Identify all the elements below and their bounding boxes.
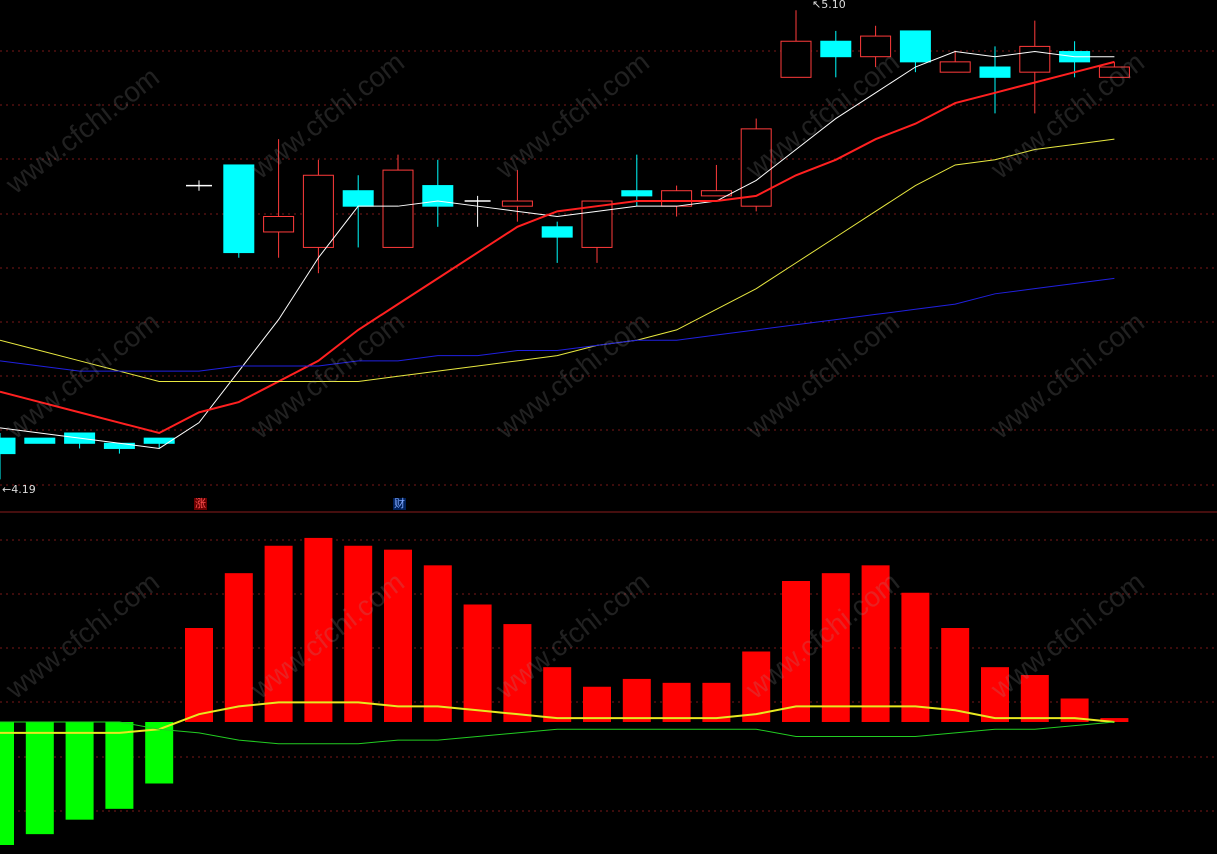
candle-body-10 xyxy=(382,169,414,248)
indicator-bar-16 xyxy=(622,678,651,722)
indicator-bar-28 xyxy=(1100,718,1129,722)
candle-body-17 xyxy=(661,190,693,207)
candle-body-14 xyxy=(541,226,573,238)
candle-body-8 xyxy=(302,174,334,248)
ma-line-1 xyxy=(0,60,1115,435)
indicator-bar-8 xyxy=(304,537,333,722)
high-price-label: ↖5.10 xyxy=(812,0,846,11)
candle-body-9 xyxy=(342,190,374,207)
indicator-line-1 xyxy=(0,721,1115,745)
indicator-bar-14 xyxy=(543,667,572,722)
candle-body-25 xyxy=(979,66,1011,78)
ma-line-2 xyxy=(0,138,1115,382)
indicator-bar-4 xyxy=(145,722,174,784)
candle-body-7 xyxy=(263,215,295,233)
candle-body-1 xyxy=(24,437,56,444)
low-pointer: ← xyxy=(2,483,12,496)
low-price-value: 4.19 xyxy=(11,483,36,496)
indicator-bar-13 xyxy=(503,624,532,722)
low-price-label: ←4.19 xyxy=(2,483,36,496)
indicator-line-0 xyxy=(0,701,1115,734)
indicator-bar-17 xyxy=(662,682,691,722)
candle-body-3 xyxy=(103,442,135,449)
candle-body-21 xyxy=(820,40,852,58)
indicator-bar-11 xyxy=(423,565,452,722)
indicator-bar-0 xyxy=(0,722,14,845)
indicator-bar-19 xyxy=(742,651,771,722)
zhang-marker[interactable]: 涨 xyxy=(194,497,207,510)
candle-body-20 xyxy=(780,40,812,78)
indicator-bar-1 xyxy=(25,722,54,835)
indicator-bar-5 xyxy=(185,628,213,722)
candle-body-16 xyxy=(621,190,653,197)
indicator-bar-20 xyxy=(782,581,810,722)
indicator-bar-12 xyxy=(463,604,492,722)
candle-body-4 xyxy=(143,437,175,444)
indicator-bar-22 xyxy=(861,565,890,722)
indicator-bar-9 xyxy=(344,545,373,722)
indicator-bar-18 xyxy=(702,682,731,722)
candle-body-24 xyxy=(939,61,971,73)
indicator-bar-6 xyxy=(224,573,253,722)
ma-line-3 xyxy=(0,277,1115,372)
indicator-bar-27 xyxy=(1060,698,1089,722)
candle-body-13 xyxy=(501,200,533,207)
candle-body-26 xyxy=(1019,45,1051,73)
indicator-bar-21 xyxy=(821,573,850,722)
candlestick-series xyxy=(0,10,1130,480)
candle-body-23 xyxy=(899,30,931,63)
candle-body-15 xyxy=(581,200,613,248)
indicator-bar-15 xyxy=(583,686,611,722)
candle-body-11 xyxy=(422,185,454,207)
grid-lines xyxy=(0,50,1217,812)
indicator-bar-10 xyxy=(384,549,412,722)
indicator-bar-24 xyxy=(941,628,970,722)
candle-body-22 xyxy=(860,35,892,58)
indicator-bar-25 xyxy=(981,667,1009,722)
indicator-bar-2 xyxy=(65,722,94,820)
indicator-lines xyxy=(0,701,1115,745)
high-pointer: ↖ xyxy=(812,0,822,11)
moving-average-lines xyxy=(0,51,1115,449)
indicator-bars xyxy=(0,537,1129,845)
indicator-bar-7 xyxy=(264,545,293,722)
ma-line-0 xyxy=(0,51,1115,449)
candle-body-28 xyxy=(1098,66,1130,78)
indicator-bar-26 xyxy=(1020,675,1049,722)
cai-marker[interactable]: 财 xyxy=(393,497,406,510)
indicator-bar-3 xyxy=(105,722,134,809)
indicator-bar-23 xyxy=(901,592,930,722)
candle-body-0 xyxy=(0,437,16,455)
candle-body-19 xyxy=(740,128,772,207)
candle-body-6 xyxy=(223,164,255,254)
high-price-value: 5.10 xyxy=(821,0,846,11)
